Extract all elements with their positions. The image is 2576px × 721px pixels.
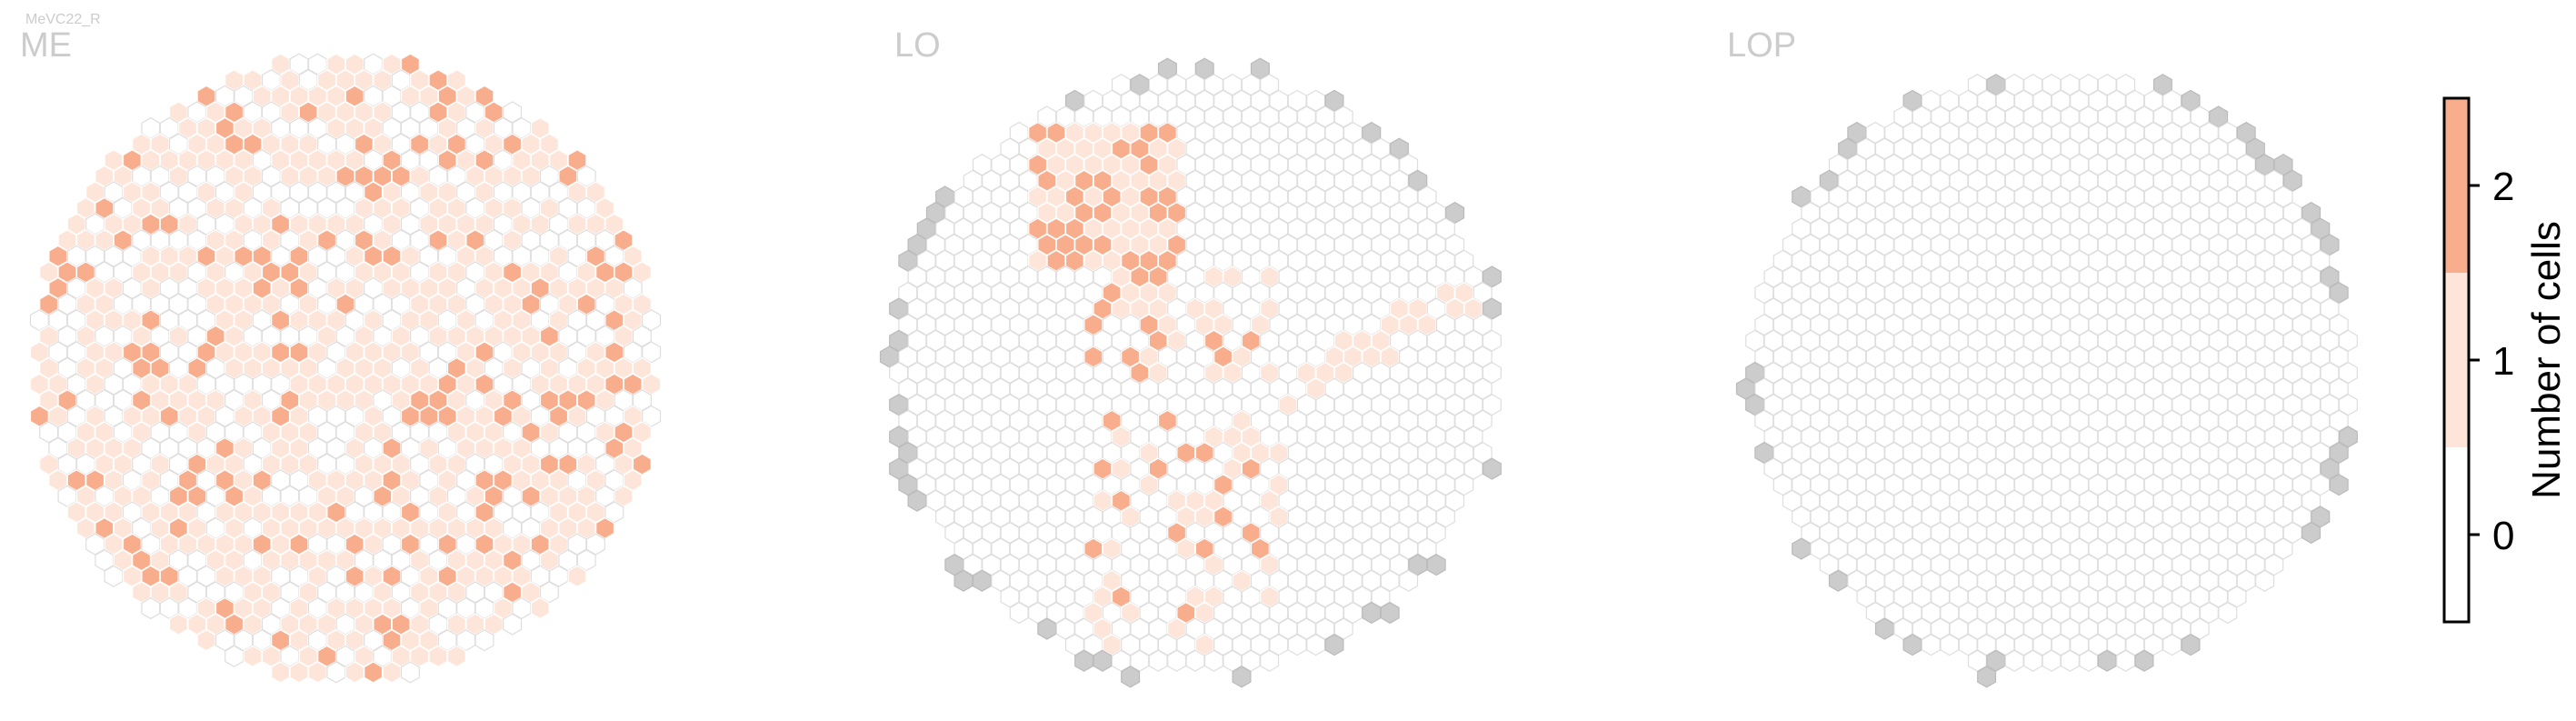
hex-cell bbox=[1185, 649, 1205, 672]
hex-cell bbox=[1482, 457, 1502, 480]
hex-cell bbox=[1362, 601, 1382, 625]
colorbar-tick-label-1: 1 bbox=[2492, 339, 2514, 384]
hex-cell bbox=[344, 661, 364, 684]
hex-cell bbox=[954, 569, 973, 592]
hex-cell bbox=[1148, 649, 1168, 672]
hex-cell bbox=[141, 596, 161, 620]
colorbar-label: Number of cells bbox=[2524, 221, 2569, 499]
hex-cell bbox=[307, 661, 327, 684]
hex-cell bbox=[2116, 649, 2136, 672]
hex-cell bbox=[530, 596, 550, 620]
hex-cell bbox=[1977, 666, 1997, 688]
panel-lo: LO bbox=[879, 26, 1502, 688]
hex-cell bbox=[567, 565, 587, 587]
hex-cell bbox=[2181, 634, 2201, 656]
hex-cell bbox=[2301, 521, 2321, 545]
hex-cell bbox=[1380, 601, 1400, 625]
hex-cell bbox=[1037, 617, 1057, 640]
hex-cell bbox=[1874, 617, 1894, 640]
hex-cell bbox=[1426, 554, 1446, 576]
hex-cell bbox=[1093, 649, 1113, 672]
hex-cell bbox=[382, 661, 402, 684]
panel-title-me: ME bbox=[20, 26, 72, 65]
hex-cell bbox=[907, 489, 927, 512]
colorbar: 2 1 0 Number of cells bbox=[2442, 96, 2569, 624]
hex-cell bbox=[1260, 649, 1280, 672]
hex-cell bbox=[1287, 634, 1307, 656]
hex-cell bbox=[474, 629, 494, 652]
hex-cell bbox=[2255, 569, 2275, 592]
panel-title-lop: LOP bbox=[1727, 26, 1796, 65]
hex-cell bbox=[1902, 634, 1922, 656]
panel-me: ME bbox=[20, 26, 662, 684]
hex-cell bbox=[1074, 649, 1094, 672]
panel-title-lo: LO bbox=[894, 26, 941, 65]
hex-cell bbox=[2060, 649, 2080, 672]
hex-cell bbox=[1324, 634, 1344, 656]
hex-grid-lop bbox=[1735, 74, 2358, 688]
hex-cell bbox=[271, 661, 291, 684]
colorbar-tick-label-2: 2 bbox=[2492, 165, 2514, 209]
hex-cell bbox=[428, 645, 448, 667]
hex-cell bbox=[2004, 649, 2024, 672]
hex-cell bbox=[2162, 634, 2182, 656]
hex-cell bbox=[2134, 649, 2154, 672]
hex-cell bbox=[104, 565, 124, 587]
hex-cell bbox=[1399, 569, 1419, 592]
hex-cell bbox=[196, 629, 216, 652]
hex-cell bbox=[2042, 649, 2062, 672]
panel-lop: LOP bbox=[1727, 26, 2358, 688]
hex-grid-me bbox=[29, 53, 662, 684]
hex-cell bbox=[2079, 649, 2099, 672]
hex-cell bbox=[168, 613, 188, 636]
hex-cell bbox=[225, 645, 245, 667]
colorbar-segment-2 bbox=[2444, 98, 2469, 273]
hex-cell bbox=[364, 661, 384, 684]
hex-cell bbox=[400, 661, 420, 684]
hex-cell bbox=[1232, 666, 1252, 688]
hex-cell bbox=[1203, 649, 1223, 672]
hex-cell bbox=[1306, 634, 1326, 656]
hex-cell bbox=[503, 613, 523, 636]
cell-type-label: MeVC22_R bbox=[25, 12, 101, 27]
hex-cell bbox=[326, 661, 346, 684]
hex-cell bbox=[1792, 537, 1812, 560]
hex-cell bbox=[1121, 666, 1141, 688]
hex-cell bbox=[446, 645, 466, 667]
hex-cell bbox=[289, 661, 309, 684]
colorbar-segment-0 bbox=[2444, 447, 2469, 622]
hex-cell bbox=[2329, 474, 2349, 496]
hex-cell bbox=[1921, 634, 1941, 656]
hex-cell bbox=[2218, 601, 2238, 625]
colorbar-tick-label-0: 0 bbox=[2492, 514, 2514, 558]
hex-cell bbox=[2097, 649, 2117, 672]
hex-cell bbox=[2023, 649, 2043, 672]
colorbar-segment-1 bbox=[2444, 273, 2469, 447]
hex-cell bbox=[972, 569, 992, 592]
hex-cell bbox=[1009, 601, 1029, 625]
hex-cell bbox=[1828, 569, 1848, 592]
hex-grid-lo bbox=[879, 57, 1502, 688]
hex-cell bbox=[1167, 649, 1187, 672]
hex-cell bbox=[243, 645, 263, 667]
hex-cell bbox=[1940, 634, 1960, 656]
